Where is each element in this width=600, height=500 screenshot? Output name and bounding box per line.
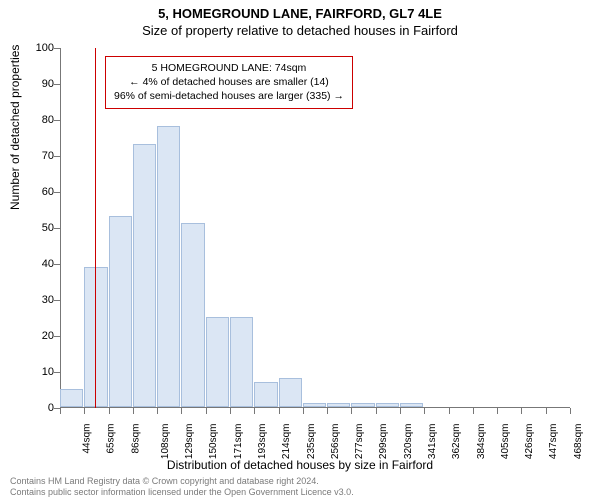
- x-tick: [424, 408, 425, 414]
- x-tick-label: 277sqm: [354, 424, 365, 460]
- x-tick-label: 320sqm: [403, 424, 414, 460]
- histogram-bar: [400, 403, 423, 407]
- x-tick: [521, 408, 522, 414]
- y-tick-label: 80: [24, 114, 54, 126]
- y-tick-label: 90: [24, 78, 54, 90]
- y-tick-label: 60: [24, 186, 54, 198]
- y-tick-label: 10: [24, 366, 54, 378]
- annotation-line: 96% of semi-detached houses are larger (…: [114, 89, 344, 103]
- x-tick-label: 299sqm: [379, 424, 390, 460]
- x-tick-label: 235sqm: [306, 424, 317, 460]
- property-marker-line: [95, 48, 96, 408]
- y-tick-label: 100: [24, 42, 54, 54]
- histogram-bar: [181, 223, 204, 407]
- x-tick: [303, 408, 304, 414]
- y-tick: [54, 156, 60, 157]
- histogram-bar: [206, 317, 229, 407]
- footer-attribution: Contains HM Land Registry data © Crown c…: [10, 476, 354, 498]
- x-tick-label: 468sqm: [573, 424, 584, 460]
- x-axis-line: [60, 407, 570, 408]
- histogram-bar: [303, 403, 326, 407]
- y-axis-title: Number of detached properties: [8, 45, 22, 210]
- x-tick: [546, 408, 547, 414]
- x-tick-label: 44sqm: [82, 424, 93, 454]
- x-tick: [109, 408, 110, 414]
- histogram-bar: [327, 403, 350, 407]
- x-tick: [157, 408, 158, 414]
- histogram-bar: [376, 403, 399, 407]
- histogram-bar: [351, 403, 374, 407]
- x-tick-label: 108sqm: [160, 424, 171, 460]
- y-tick: [54, 84, 60, 85]
- annotation-line: 5 HOMEGROUND LANE: 74sqm: [114, 61, 344, 75]
- plot-area: 010203040506070809010044sqm65sqm86sqm108…: [60, 48, 570, 408]
- histogram-bar: [254, 382, 277, 407]
- x-tick-label: 256sqm: [330, 424, 341, 460]
- y-tick-label: 30: [24, 294, 54, 306]
- histogram-bar: [157, 126, 180, 407]
- y-tick-label: 70: [24, 150, 54, 162]
- x-tick-label: 384sqm: [476, 424, 487, 460]
- y-tick-label: 20: [24, 330, 54, 342]
- x-tick-label: 362sqm: [451, 424, 462, 460]
- x-tick-label: 214sqm: [281, 424, 292, 460]
- y-tick: [54, 192, 60, 193]
- x-tick: [279, 408, 280, 414]
- x-tick: [327, 408, 328, 414]
- x-tick-label: 150sqm: [209, 424, 220, 460]
- histogram-bar: [133, 144, 156, 407]
- x-tick-label: 426sqm: [524, 424, 535, 460]
- y-tick: [54, 336, 60, 337]
- y-tick: [54, 228, 60, 229]
- x-tick: [181, 408, 182, 414]
- x-tick: [400, 408, 401, 414]
- x-tick-label: 129sqm: [184, 424, 195, 460]
- y-tick-label: 0: [24, 402, 54, 414]
- x-tick: [497, 408, 498, 414]
- x-tick: [84, 408, 85, 414]
- y-tick: [54, 120, 60, 121]
- x-tick: [230, 408, 231, 414]
- chart-container: 5, HOMEGROUND LANE, FAIRFORD, GL7 4LE Si…: [0, 0, 600, 500]
- x-tick: [473, 408, 474, 414]
- chart-title-sub: Size of property relative to detached ho…: [0, 21, 600, 38]
- x-tick-label: 193sqm: [257, 424, 268, 460]
- histogram-bar: [279, 378, 302, 407]
- y-tick: [54, 300, 60, 301]
- x-tick: [570, 408, 571, 414]
- footer-line2: Contains public sector information licen…: [10, 487, 354, 498]
- x-tick: [449, 408, 450, 414]
- y-tick: [54, 48, 60, 49]
- histogram-bar: [84, 267, 107, 407]
- y-tick-label: 40: [24, 258, 54, 270]
- annotation-line: ← 4% of detached houses are smaller (14): [114, 75, 344, 89]
- x-tick: [60, 408, 61, 414]
- annotation-box: 5 HOMEGROUND LANE: 74sqm← 4% of detached…: [105, 56, 353, 109]
- x-tick: [206, 408, 207, 414]
- histogram-bar: [230, 317, 253, 407]
- x-tick: [254, 408, 255, 414]
- y-axis-line: [60, 48, 61, 408]
- x-tick-label: 405sqm: [500, 424, 511, 460]
- y-tick: [54, 372, 60, 373]
- histogram-bar: [109, 216, 132, 407]
- chart-title-main: 5, HOMEGROUND LANE, FAIRFORD, GL7 4LE: [0, 0, 600, 21]
- x-axis-title: Distribution of detached houses by size …: [0, 458, 600, 472]
- x-tick-label: 86sqm: [130, 424, 141, 454]
- x-tick: [133, 408, 134, 414]
- x-tick-label: 447sqm: [549, 424, 560, 460]
- y-tick: [54, 264, 60, 265]
- x-tick-label: 341sqm: [427, 424, 438, 460]
- x-tick-label: 171sqm: [233, 424, 244, 460]
- x-tick: [376, 408, 377, 414]
- histogram-bar: [60, 389, 83, 407]
- footer-line1: Contains HM Land Registry data © Crown c…: [10, 476, 354, 487]
- x-tick-label: 65sqm: [106, 424, 117, 454]
- x-tick: [351, 408, 352, 414]
- y-tick-label: 50: [24, 222, 54, 234]
